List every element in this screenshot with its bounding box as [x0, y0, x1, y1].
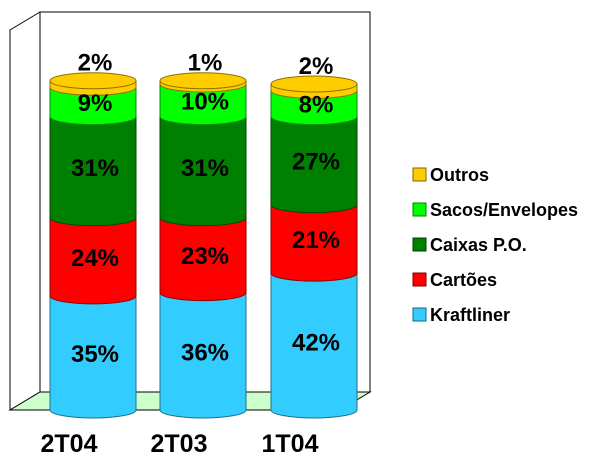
data-label-2t03-caixas-p-o: 31%	[181, 155, 229, 182]
legend-swatch-caixas-p-o	[412, 237, 427, 252]
legend-swatch-outros	[412, 167, 427, 182]
data-label-1t04-kraftliner: 42%	[292, 330, 340, 357]
bar-2t03-sacos-envelopes	[159, 83, 247, 126]
category-labels: 2T04 2T03 1T04	[41, 430, 319, 458]
data-label-2t04-cartoes: 24%	[71, 245, 119, 272]
data-label-2t03-sacos-envelopes: 10%	[181, 88, 229, 115]
category-label-1t04: 1T04	[262, 430, 319, 458]
bar-2t04-caixas-p-o	[49, 116, 137, 227]
data-label-2t04-outros: 2%	[78, 50, 113, 77]
legend-label-outros: Outros	[430, 165, 489, 185]
bar-2t03-cartoes	[159, 217, 247, 302]
bar-2t03-caixas-p-o	[159, 116, 247, 227]
legend-label-sacos-envelopes: Sacos/Envelopes	[430, 200, 578, 220]
bar-1t04-sacos-envelopes	[270, 90, 358, 126]
data-label-2t04-sacos-envelopes: 9%	[78, 90, 113, 117]
bar-1t04-cartoes	[270, 204, 358, 282]
data-label-1t04-caixas-p-o: 27%	[292, 149, 340, 176]
data-labels: 35% 24% 31% 9% 2% 36% 23% 31% 10% 1% 42% 21% 27% 8% 2%	[71, 50, 340, 368]
data-label-1t04-sacos-envelopes: 8%	[299, 92, 334, 119]
data-label-2t03-outros: 1%	[188, 50, 223, 77]
bar-2t04-sacos-envelopes	[49, 86, 137, 126]
bar-1t04-kraftliner	[270, 272, 358, 419]
bar-1t04-top-cap	[270, 75, 358, 93]
back-wall-edge	[9, 11, 41, 411]
bars	[49, 72, 358, 419]
bar-2t04-top-cap	[49, 72, 137, 90]
legend-label-caixas-p-o: Caixas P.O.	[430, 235, 527, 255]
data-label-2t04-caixas-p-o: 31%	[71, 155, 119, 182]
legend-swatch-sacos-envelopes	[412, 202, 427, 217]
category-label-2t04: 2T04	[41, 430, 98, 458]
bar-2t03-kraftliner	[159, 292, 247, 419]
legend: Outros Sacos/Envelopes Caixas P.O. Cartões K…	[412, 165, 578, 325]
bar-1t04-caixas-p-o	[270, 116, 358, 214]
data-label-2t04-kraftliner: 35%	[71, 341, 119, 368]
legend-swatch-cartoes	[412, 272, 427, 287]
category-label-2t03: 2T03	[151, 430, 208, 458]
legend-label-cartoes: Cartões	[430, 270, 497, 290]
legend-label-kraftliner: Kraftliner	[430, 305, 510, 325]
data-label-1t04-outros: 2%	[299, 53, 334, 80]
bar-2t04-cartoes	[49, 217, 137, 305]
bar-2t04-kraftliner	[49, 295, 137, 419]
bar-2t03-top-cap	[159, 72, 247, 90]
data-label-2t03-cartoes: 23%	[181, 243, 229, 270]
data-label-1t04-cartoes: 21%	[292, 227, 340, 254]
legend-swatch-kraftliner	[412, 307, 427, 322]
data-label-2t03-kraftliner: 36%	[181, 339, 229, 366]
